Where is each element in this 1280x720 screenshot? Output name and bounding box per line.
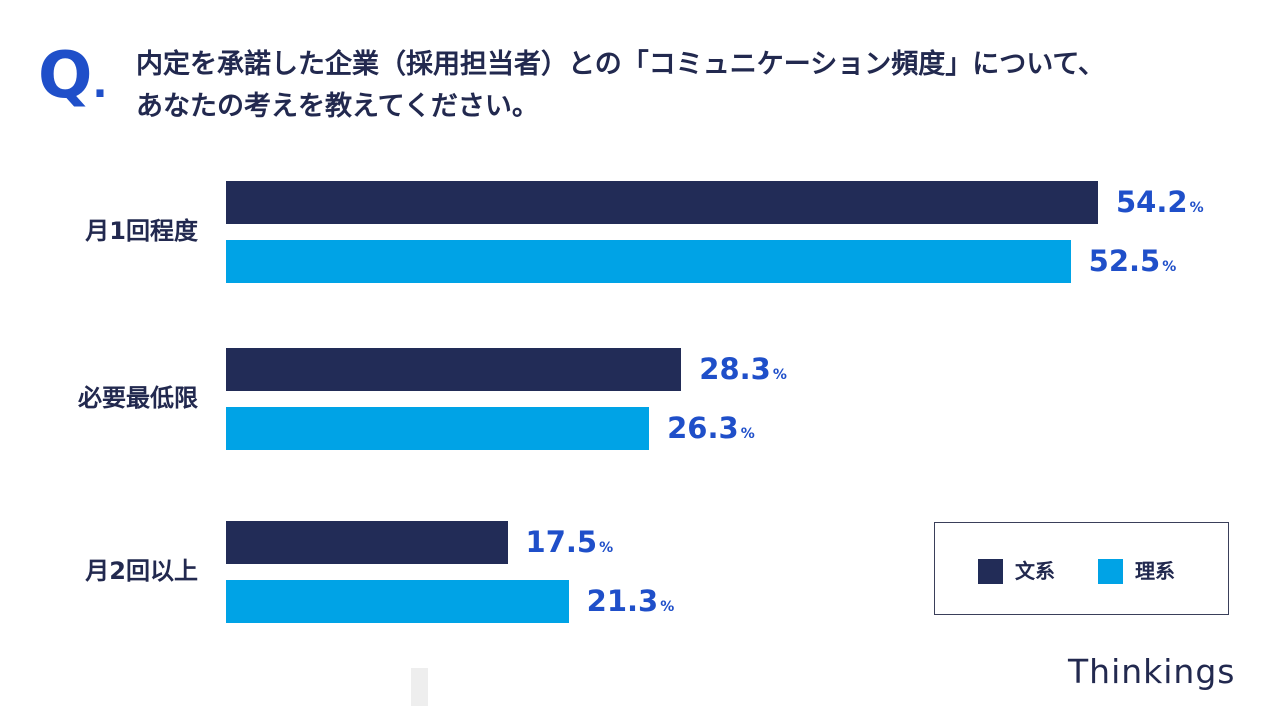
- value-number: 28.3: [699, 352, 771, 386]
- value-number: 54.2: [1116, 185, 1188, 219]
- bar-rikei: [226, 240, 1071, 283]
- value-unit: %: [1162, 259, 1177, 275]
- legend-label-rikei: 理系: [1135, 559, 1175, 583]
- legend-swatch-bunkei: [978, 559, 1003, 584]
- legend-label-bunkei: 文系: [1015, 559, 1055, 583]
- value-number: 52.5: [1088, 244, 1161, 278]
- value-number: 17.5: [525, 525, 598, 559]
- thinkings-logo: Thinkings: [1068, 652, 1236, 691]
- category-label: 月2回以上: [85, 557, 198, 585]
- bar-bunkei: [226, 348, 682, 391]
- value-unit: %: [740, 426, 755, 442]
- value-label-bunkei: 54.2%: [1116, 181, 1204, 224]
- value-unit: %: [660, 599, 675, 615]
- decorative-marker: [411, 668, 428, 706]
- value-unit: %: [1189, 200, 1204, 216]
- question-line-2: あなたの考えを教えてください。: [136, 91, 539, 122]
- bar-rikei: [226, 407, 650, 450]
- legend: 文系 理系: [934, 522, 1229, 615]
- value-unit: %: [772, 367, 787, 383]
- legend-swatch-rikei: [1098, 559, 1123, 584]
- category-label: 月1回程度: [85, 217, 198, 245]
- bar-bunkei: [226, 521, 508, 564]
- question-line-1: 内定を承諾した企業（採用担当者）との「コミュニケーション頻度」について、: [136, 49, 1106, 80]
- value-label-bunkei: 17.5%: [526, 521, 614, 564]
- value-label-rikei: 26.3%: [667, 407, 755, 450]
- bar-rikei: [226, 580, 569, 623]
- value-number: 26.3: [667, 411, 739, 445]
- category-label: 必要最低限: [78, 384, 198, 412]
- bar-bunkei: [226, 181, 1098, 224]
- question-text: 内定を承諾した企業（採用担当者）との「コミュニケーション頻度」について、 あなた…: [136, 44, 1236, 128]
- value-label-rikei: 21.3%: [587, 580, 675, 623]
- value-label-bunkei: 28.3%: [699, 348, 787, 391]
- value-label-rikei: 52.5%: [1089, 240, 1177, 283]
- question-mark: Q.: [38, 39, 108, 113]
- value-unit: %: [599, 540, 614, 556]
- value-number: 21.3: [586, 584, 659, 618]
